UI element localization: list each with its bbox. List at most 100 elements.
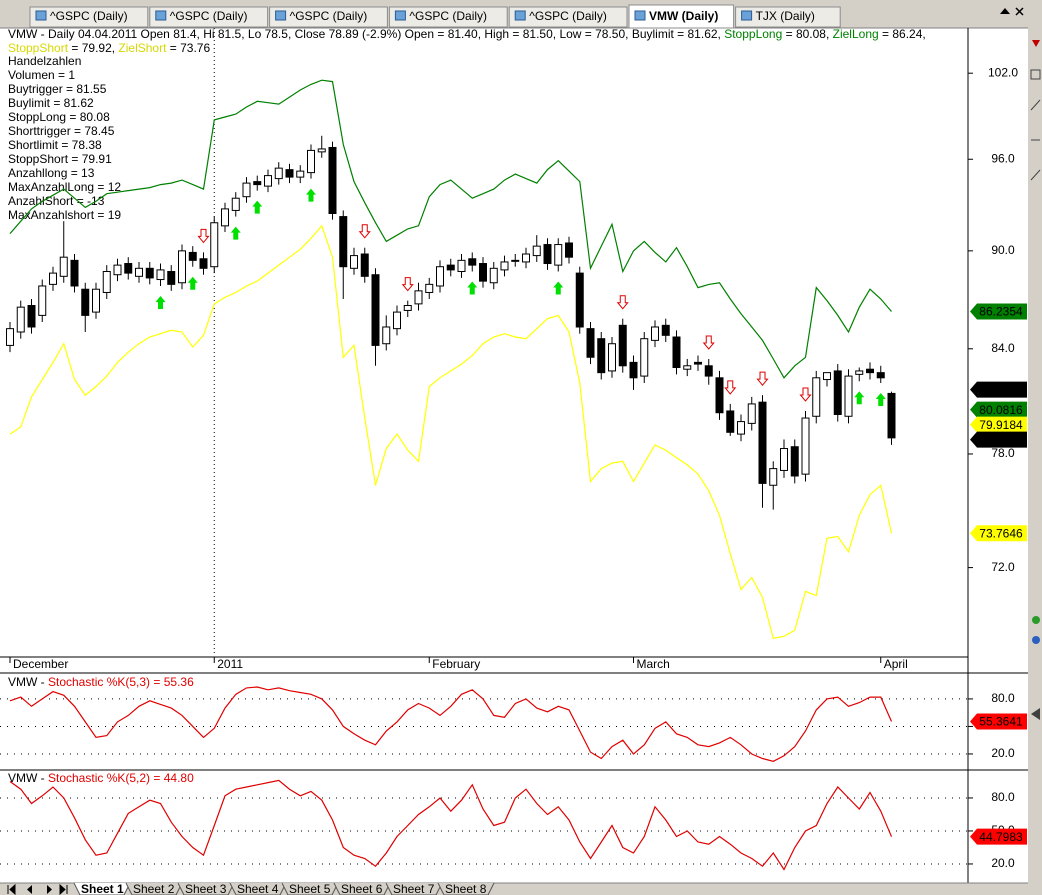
sheet-tab[interactable]: [73, 882, 131, 895]
close-button[interactable]: [1015, 7, 1024, 16]
candle-body: [178, 250, 186, 284]
sheet-label[interactable]: Sheet 7: [393, 882, 435, 895]
scroll-tabs-button[interactable]: [1000, 8, 1010, 14]
sheet-tab[interactable]: [437, 882, 495, 895]
tab[interactable]: [269, 6, 388, 28]
toolbar: [1028, 28, 1042, 883]
tool-icon[interactable]: [1030, 69, 1041, 80]
tool-icon[interactable]: [1032, 40, 1040, 47]
candle-body: [360, 253, 369, 277]
candle-body: [511, 259, 520, 262]
tab[interactable]: [508, 6, 628, 28]
value-box-label: 80.0816: [979, 403, 1023, 417]
stat-line: Buytrigger = 81.55: [8, 82, 107, 96]
y-tick-label: 90.0: [991, 243, 1015, 257]
x-tick-label: February: [432, 657, 480, 671]
pane-title: VMW - Stochastic %K(5,3) = 55.36: [8, 675, 194, 689]
candle-body: [651, 326, 659, 341]
candle-body: [414, 290, 423, 305]
candle-body: [823, 372, 831, 381]
value-box: [970, 303, 1027, 320]
candle-body: [371, 274, 380, 346]
tab-label[interactable]: ^GSPC (Daily): [409, 9, 487, 23]
candle-body: [500, 261, 509, 271]
nav-next[interactable]: [47, 885, 52, 894]
candle-body: [575, 272, 584, 328]
tool-icon[interactable]: [1030, 169, 1041, 181]
candle-body: [135, 267, 143, 277]
tab-icon: [741, 10, 753, 21]
tab[interactable]: [29, 6, 149, 28]
y-tick-label: 20.0: [991, 856, 1015, 870]
tool-icon[interactable]: [1032, 616, 1040, 624]
info-line: VMW - Daily 04.04.2011 Open 81.4, Hi 81.…: [8, 27, 926, 41]
info-segment: ZielShort: [118, 41, 167, 55]
stat-line: StoppShort = 79.91: [8, 152, 112, 166]
sheet-tab[interactable]: [385, 882, 443, 895]
tab-label[interactable]: TJX (Daily): [756, 9, 815, 23]
buy-arrow: [155, 295, 166, 309]
candle-body: [70, 259, 79, 287]
sheet-tab[interactable]: [281, 882, 339, 895]
sheet-label[interactable]: Sheet 6: [341, 882, 383, 895]
value-box: [970, 525, 1027, 542]
info-segment: = 79.92,: [68, 41, 118, 55]
candle-body: [672, 336, 681, 368]
x-tick-label: April: [884, 657, 908, 671]
sheet-label[interactable]: Sheet 3: [185, 882, 227, 895]
candle-body: [446, 264, 455, 271]
tab-label[interactable]: ^GSPC (Daily): [290, 9, 368, 23]
candle-body: [683, 365, 692, 370]
tab[interactable]: [735, 6, 841, 28]
candle-body: [876, 372, 885, 379]
sheet-label[interactable]: Sheet 5: [289, 882, 331, 895]
tool-icon[interactable]: [1032, 636, 1040, 644]
pane-title-part: VMW -: [8, 771, 48, 785]
candle-body: [393, 311, 401, 330]
info-segment: StoppShort: [8, 41, 69, 55]
tool-icon[interactable]: [1030, 99, 1041, 111]
chart-bg: [0, 28, 1028, 883]
sheet-label[interactable]: Sheet 4: [237, 882, 279, 895]
tab[interactable]: [628, 4, 735, 29]
sheet-tab[interactable]: [177, 882, 235, 895]
tab-label[interactable]: VMW (Daily): [649, 9, 718, 23]
tab-icon: [634, 10, 646, 21]
sheet-label[interactable]: Sheet 1: [81, 882, 124, 895]
nav-last[interactable]: [59, 883, 68, 895]
tab[interactable]: [388, 6, 508, 28]
candle-body: [747, 403, 756, 424]
candle-body: [92, 288, 100, 313]
candle-body: [565, 242, 573, 258]
value-box-label: 55.3641: [979, 715, 1023, 729]
sheet-tab[interactable]: [229, 882, 287, 895]
stat-line: MaxAnzahlLong = 12: [8, 180, 121, 194]
y-tick-label: 102.0: [988, 65, 1018, 79]
candle-body: [608, 343, 616, 372]
value-box-label: 86.2354: [979, 305, 1023, 319]
sheet-tab[interactable]: [333, 882, 391, 895]
buy-arrow: [187, 276, 198, 290]
stat-line: Volumen = 1: [8, 68, 75, 82]
candle-body: [887, 392, 896, 439]
nav-prev[interactable]: [27, 885, 32, 894]
tab-label[interactable]: ^GSPC (Daily): [529, 9, 607, 23]
tool-icon[interactable]: [1031, 708, 1040, 720]
tab[interactable]: [149, 6, 269, 28]
candle-body: [479, 263, 487, 282]
tab-icon: [155, 10, 167, 21]
info-segment: StoppLong: [724, 27, 782, 41]
nav-first[interactable]: [7, 883, 16, 895]
candle-body: [855, 370, 864, 375]
candle-body: [586, 328, 595, 358]
value-box: [970, 713, 1027, 730]
y-tick-label: 78.0: [991, 446, 1015, 460]
tab-label[interactable]: ^GSPC (Daily): [50, 9, 128, 23]
sheet-label[interactable]: Sheet 8: [445, 882, 487, 895]
sheet-tab[interactable]: [125, 882, 183, 895]
stat-line: Shortlimit = 78.38: [8, 138, 102, 152]
info-segment: ZielLong: [833, 27, 879, 41]
tab-label[interactable]: ^GSPC (Daily): [170, 9, 248, 23]
sheet-label[interactable]: Sheet 2: [133, 882, 175, 895]
